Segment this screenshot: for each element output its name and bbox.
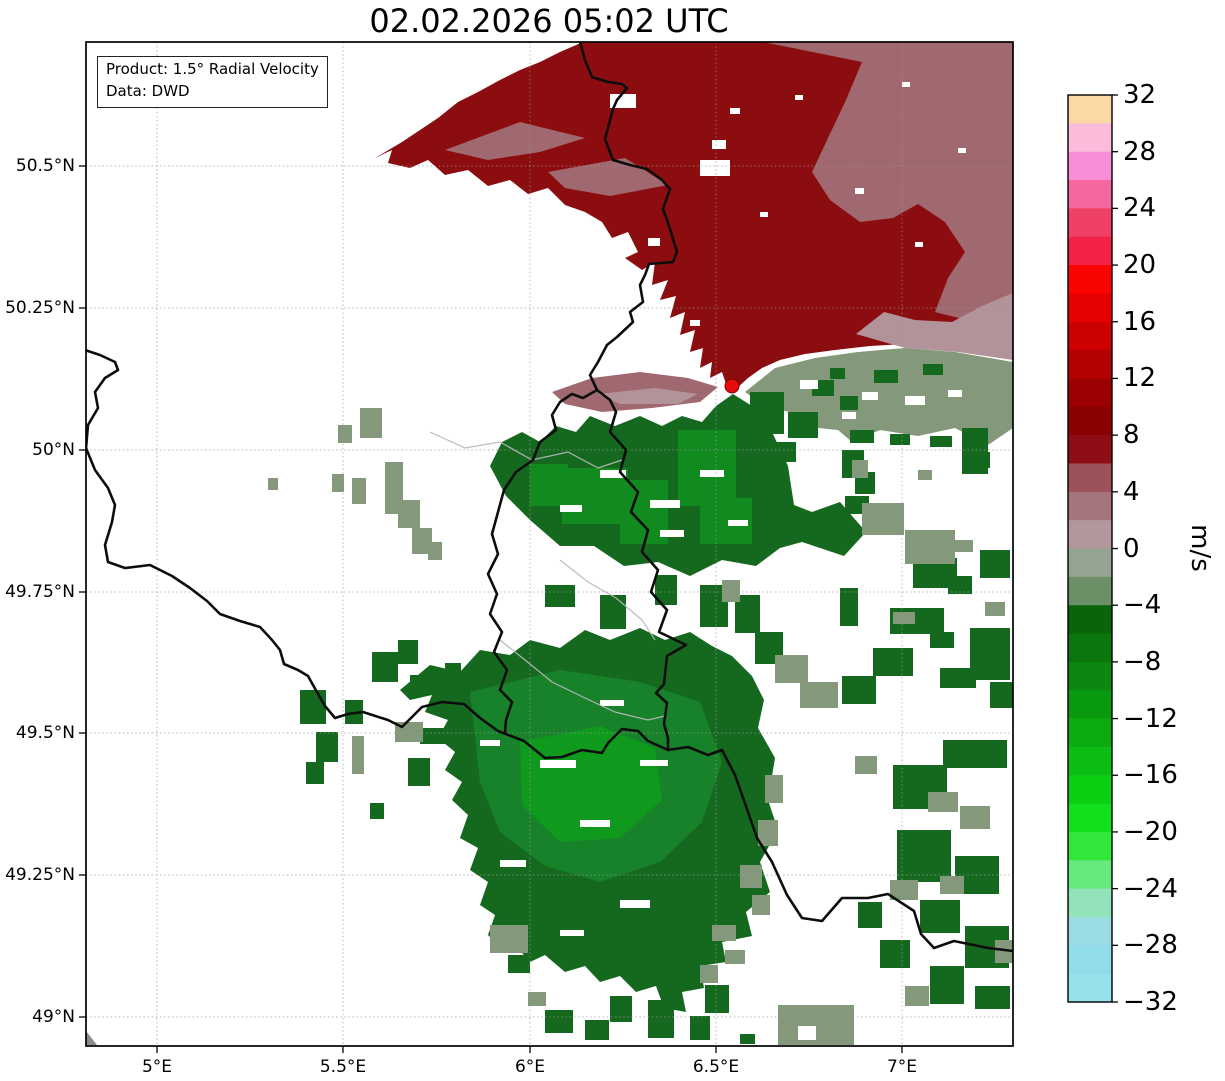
southmass-east-fringe-graygreen bbox=[700, 775, 783, 983]
midgap-graygreen bbox=[352, 580, 838, 774]
admin-border-line bbox=[499, 639, 666, 721]
x-tick-label: 5.5°E bbox=[319, 1057, 367, 1077]
colorbar-tick-label: 16 bbox=[1123, 306, 1157, 337]
colorbar-tick-label: 32 bbox=[1123, 80, 1157, 110]
country-border-line bbox=[595, 388, 688, 752]
southeast-upper-darkgreen bbox=[840, 450, 1013, 708]
velocity-lightmauve-west-of-radar bbox=[598, 388, 698, 404]
product-label: Product: 1.5° Radial Velocity bbox=[106, 60, 319, 78]
y-tick-label: 49.75°N bbox=[5, 582, 75, 602]
velocity-field-layer bbox=[86, 42, 1013, 1046]
radar-site-marker bbox=[724, 378, 740, 394]
colorbar-tick-label: −8 bbox=[1123, 646, 1162, 677]
colorbar-tick-label: −20 bbox=[1123, 816, 1178, 847]
x-tick-label: 5°E bbox=[141, 1057, 173, 1077]
south-scatter-darkgreen bbox=[508, 955, 755, 1044]
southeast-upper-graygreen bbox=[852, 460, 1005, 624]
west-graygreen-specks bbox=[268, 408, 442, 560]
country-border-line bbox=[578, 42, 679, 392]
x-tick-label: 7°E bbox=[886, 1057, 918, 1077]
admin-border-line bbox=[559, 559, 656, 641]
figure-title: 02.02.2026 05:02 UTC bbox=[369, 2, 729, 40]
x-tick-label: 6°E bbox=[514, 1057, 546, 1077]
y-tick-label: 49.5°N bbox=[15, 723, 75, 743]
scan-edge-corner bbox=[86, 1031, 97, 1045]
y-tick-label: 50.25°N bbox=[5, 298, 75, 318]
east-darkgreen-patches bbox=[750, 364, 990, 474]
product-annotation-box: Product: 1.5° Radial Velocity Data: DWD bbox=[97, 56, 328, 108]
southeast-lower-darkgreen bbox=[858, 740, 1010, 1009]
colorbar-tick-label: 20 bbox=[1123, 250, 1157, 281]
colorbar-tick-label: −4 bbox=[1123, 590, 1162, 621]
colorbar-tick-label: 24 bbox=[1123, 193, 1157, 224]
data-source-label: Data: DWD bbox=[106, 81, 190, 100]
plot-frame bbox=[85, 41, 1014, 1047]
colorbar-tick-label: −16 bbox=[1123, 760, 1178, 791]
colorbar-tick-label: 0 bbox=[1123, 533, 1140, 564]
y-tick-label: 50°N bbox=[32, 440, 75, 460]
velocity-lightmauve-band bbox=[856, 293, 1013, 360]
white-slivers bbox=[480, 470, 816, 1040]
colorbar-tick-label: −24 bbox=[1123, 873, 1178, 904]
south-scatter-graygreen bbox=[490, 925, 854, 1045]
x-tick-label: 6.5°E bbox=[692, 1057, 740, 1077]
colorbar-tick-label: 12 bbox=[1123, 363, 1157, 394]
colorbar-unit-label: m/s bbox=[1185, 524, 1215, 572]
graticule bbox=[86, 42, 1013, 1046]
colorbar-tick-label: 4 bbox=[1123, 476, 1140, 507]
colorbar-tick-label: −12 bbox=[1123, 703, 1178, 734]
y-tick-label: 50.5°N bbox=[15, 156, 75, 176]
velocity-mauve-northeast bbox=[763, 42, 1013, 320]
colorbar-tick-label: −28 bbox=[1123, 930, 1178, 961]
colorbar-tick-label: 28 bbox=[1123, 136, 1157, 167]
country-border-line bbox=[486, 388, 599, 735]
velocity-mauve-streak bbox=[445, 122, 585, 160]
midgap-darkgreen bbox=[300, 575, 783, 819]
colorbar-tick-label: −32 bbox=[1123, 987, 1178, 1017]
y-tick-label: 49°N bbox=[32, 1007, 75, 1027]
country-border-line bbox=[86, 348, 1013, 953]
y-tick-label: 49.25°N bbox=[5, 865, 75, 885]
white-echo-gaps bbox=[600, 82, 966, 419]
colorbar-tick-label: 8 bbox=[1123, 420, 1140, 451]
velocity-green-south-bright bbox=[520, 726, 662, 842]
southeast-lower-graygreen bbox=[855, 756, 1013, 1006]
colorbar bbox=[1067, 94, 1118, 1003]
